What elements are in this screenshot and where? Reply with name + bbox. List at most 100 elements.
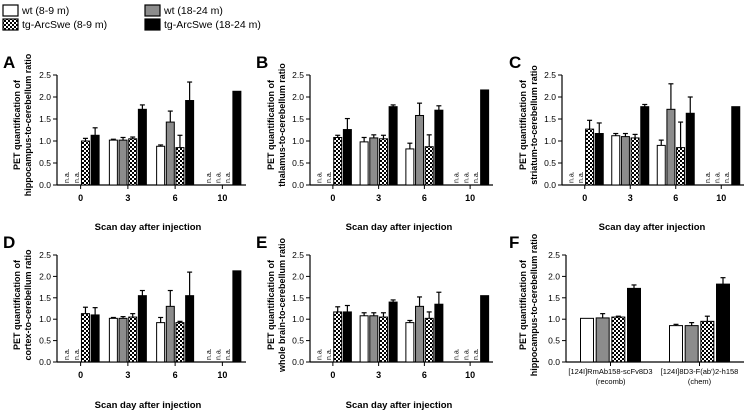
x-axis-label: Scan day after injection [346,400,453,411]
y-tick-label: 0.0 [544,180,556,190]
y-tick-label: 2.5 [39,250,51,260]
bar-wt-18-24 [620,136,630,186]
y-tick-label: 1.5 [292,293,304,303]
bar-tg-18-24 [232,90,242,186]
bar-tg-18-24 [594,133,604,186]
bar-wt-18-24 [165,121,175,186]
bar-tg-18-24 [342,311,352,363]
x-tick-label: 10 [465,193,475,203]
panel-letter: A [3,53,15,72]
bar-tg-18-24 [90,314,100,363]
x-tick-label: 3 [628,193,633,203]
x-axis-label: Scan day after injection [95,400,202,411]
bar-wt-18-24 [165,305,175,363]
bar-wt-18-24 [369,315,379,363]
bar-tg-18-24 [434,303,444,363]
x-tick-label: 0 [582,193,587,203]
bar-tg-18-24 [480,295,490,363]
y-axis-label-line-2: whole brain-to-cerebellum ratio [277,237,287,373]
na-label: n.a. [74,171,81,183]
bar-tg-8-9 [128,316,138,363]
x-tick-label: 10 [716,193,726,203]
na-label: n.a. [454,348,461,360]
x-tick-label: 6 [173,370,178,380]
bar-tg-18-24 [388,301,398,363]
y-tick-label: 2.0 [292,92,304,102]
y-tick-label: 2.0 [39,271,51,281]
y-tick-label: 1.0 [544,136,556,146]
bar-tg-18-24 [185,295,195,363]
x-axis-label: Scan day after injection [346,222,453,233]
x-tick-label: 10 [465,370,475,380]
bar-tg-18-24 [342,129,352,186]
bar-tg-8-9 [585,128,595,186]
bar-tg-8-9 [175,147,185,186]
bar-tg-18-24 [388,106,398,186]
na-label: n.a. [74,348,81,360]
bar-tg-8-9 [630,137,640,186]
x-tick-label: 0 [330,193,335,203]
x-tick-label: 10 [217,370,227,380]
bar-tg-18-24 [640,106,650,186]
na-label: n.a. [206,171,213,183]
na-label: n.a. [216,171,223,183]
y-tick-label: 1.5 [39,114,51,124]
legend-swatch-wt-8-9 [2,4,19,17]
legend-label-wt-18-24: wt (18-24 m) [163,5,223,17]
na-label: n.a. [206,348,213,360]
bar-tg-8-9 [611,316,626,363]
y-tick-label: 0.0 [292,180,304,190]
x-tick-label: 6 [422,370,427,380]
y-axis-label-line-2: cortex-to-cerebellum ratio [23,249,33,361]
legend-label-tg-8-9: tg-ArcSwe (8-9 m) [22,19,107,31]
bar-tg-18-24 [90,134,100,186]
bar-wt-8-9 [108,317,118,363]
bar-tg-8-9 [128,138,138,186]
x-tick-label: 6 [422,193,427,203]
x-tick-label: [124I]8D3-F(ab')2-h158 [661,367,739,376]
legend-label-wt-8-9: wt (8-9 m) [21,5,69,17]
panel-f: F PET quantification of hippocampus-to-c… [509,233,744,386]
y-tick-label: 1.0 [548,314,560,324]
bar-tg-18-24 [232,270,242,363]
panel-a: A PET quantification of hippocampus-to-c… [3,53,246,233]
y-axis-label-line-2: thalamus-to-cerebellum ratio [277,63,287,187]
panel-letter: C [509,53,521,72]
na-label: n.a. [724,171,731,183]
legend-swatch-wt-18-24 [144,4,161,17]
bar-tg-18-24 [480,89,490,186]
y-tick-label: 1.0 [292,136,304,146]
panel-b: B PET quantification of thalamus-to-cere… [256,53,493,233]
na-label: n.a. [714,171,721,183]
na-label: n.a. [473,348,480,360]
na-label: n.a. [225,348,232,360]
x-tick-label: 0 [78,193,83,203]
y-tick-label: 1.0 [292,314,304,324]
y-tick-label: 0.5 [292,336,304,346]
bar-tg-8-9 [333,311,343,363]
x-tick-label: 3 [376,370,381,380]
bar-wt-18-24 [595,317,610,363]
bar-wt-8-9 [656,144,666,186]
x-tick-label: 6 [673,193,678,203]
x-axis-label: Scan day after injection [95,222,202,233]
x-tick-label: (recomb) [595,377,626,386]
y-axis-label-line-1: PET quantification of [266,79,276,170]
y-tick-label: 2.5 [292,70,304,80]
na-label: n.a. [454,171,461,183]
plot-area: 0.00.51.01.52.02.5n.a. n.a.0 3 6n.a. n.a. n.a… [544,70,744,203]
na-label: n.a. [705,171,712,183]
bar-tg-18-24 [627,287,641,363]
y-tick-label: 2.5 [544,70,556,80]
bar-tg-8-9 [80,140,90,186]
bar-wt-8-9 [359,315,369,363]
x-tick-label: 3 [125,193,130,203]
y-tick-label: 0.0 [548,357,560,367]
bar-wt-8-9 [108,139,118,186]
y-tick-label: 1.5 [292,114,304,124]
na-label: n.a. [578,171,585,183]
bar-wt-18-24 [684,325,699,363]
y-tick-label: 1.5 [548,293,560,303]
na-label: n.a. [473,171,480,183]
